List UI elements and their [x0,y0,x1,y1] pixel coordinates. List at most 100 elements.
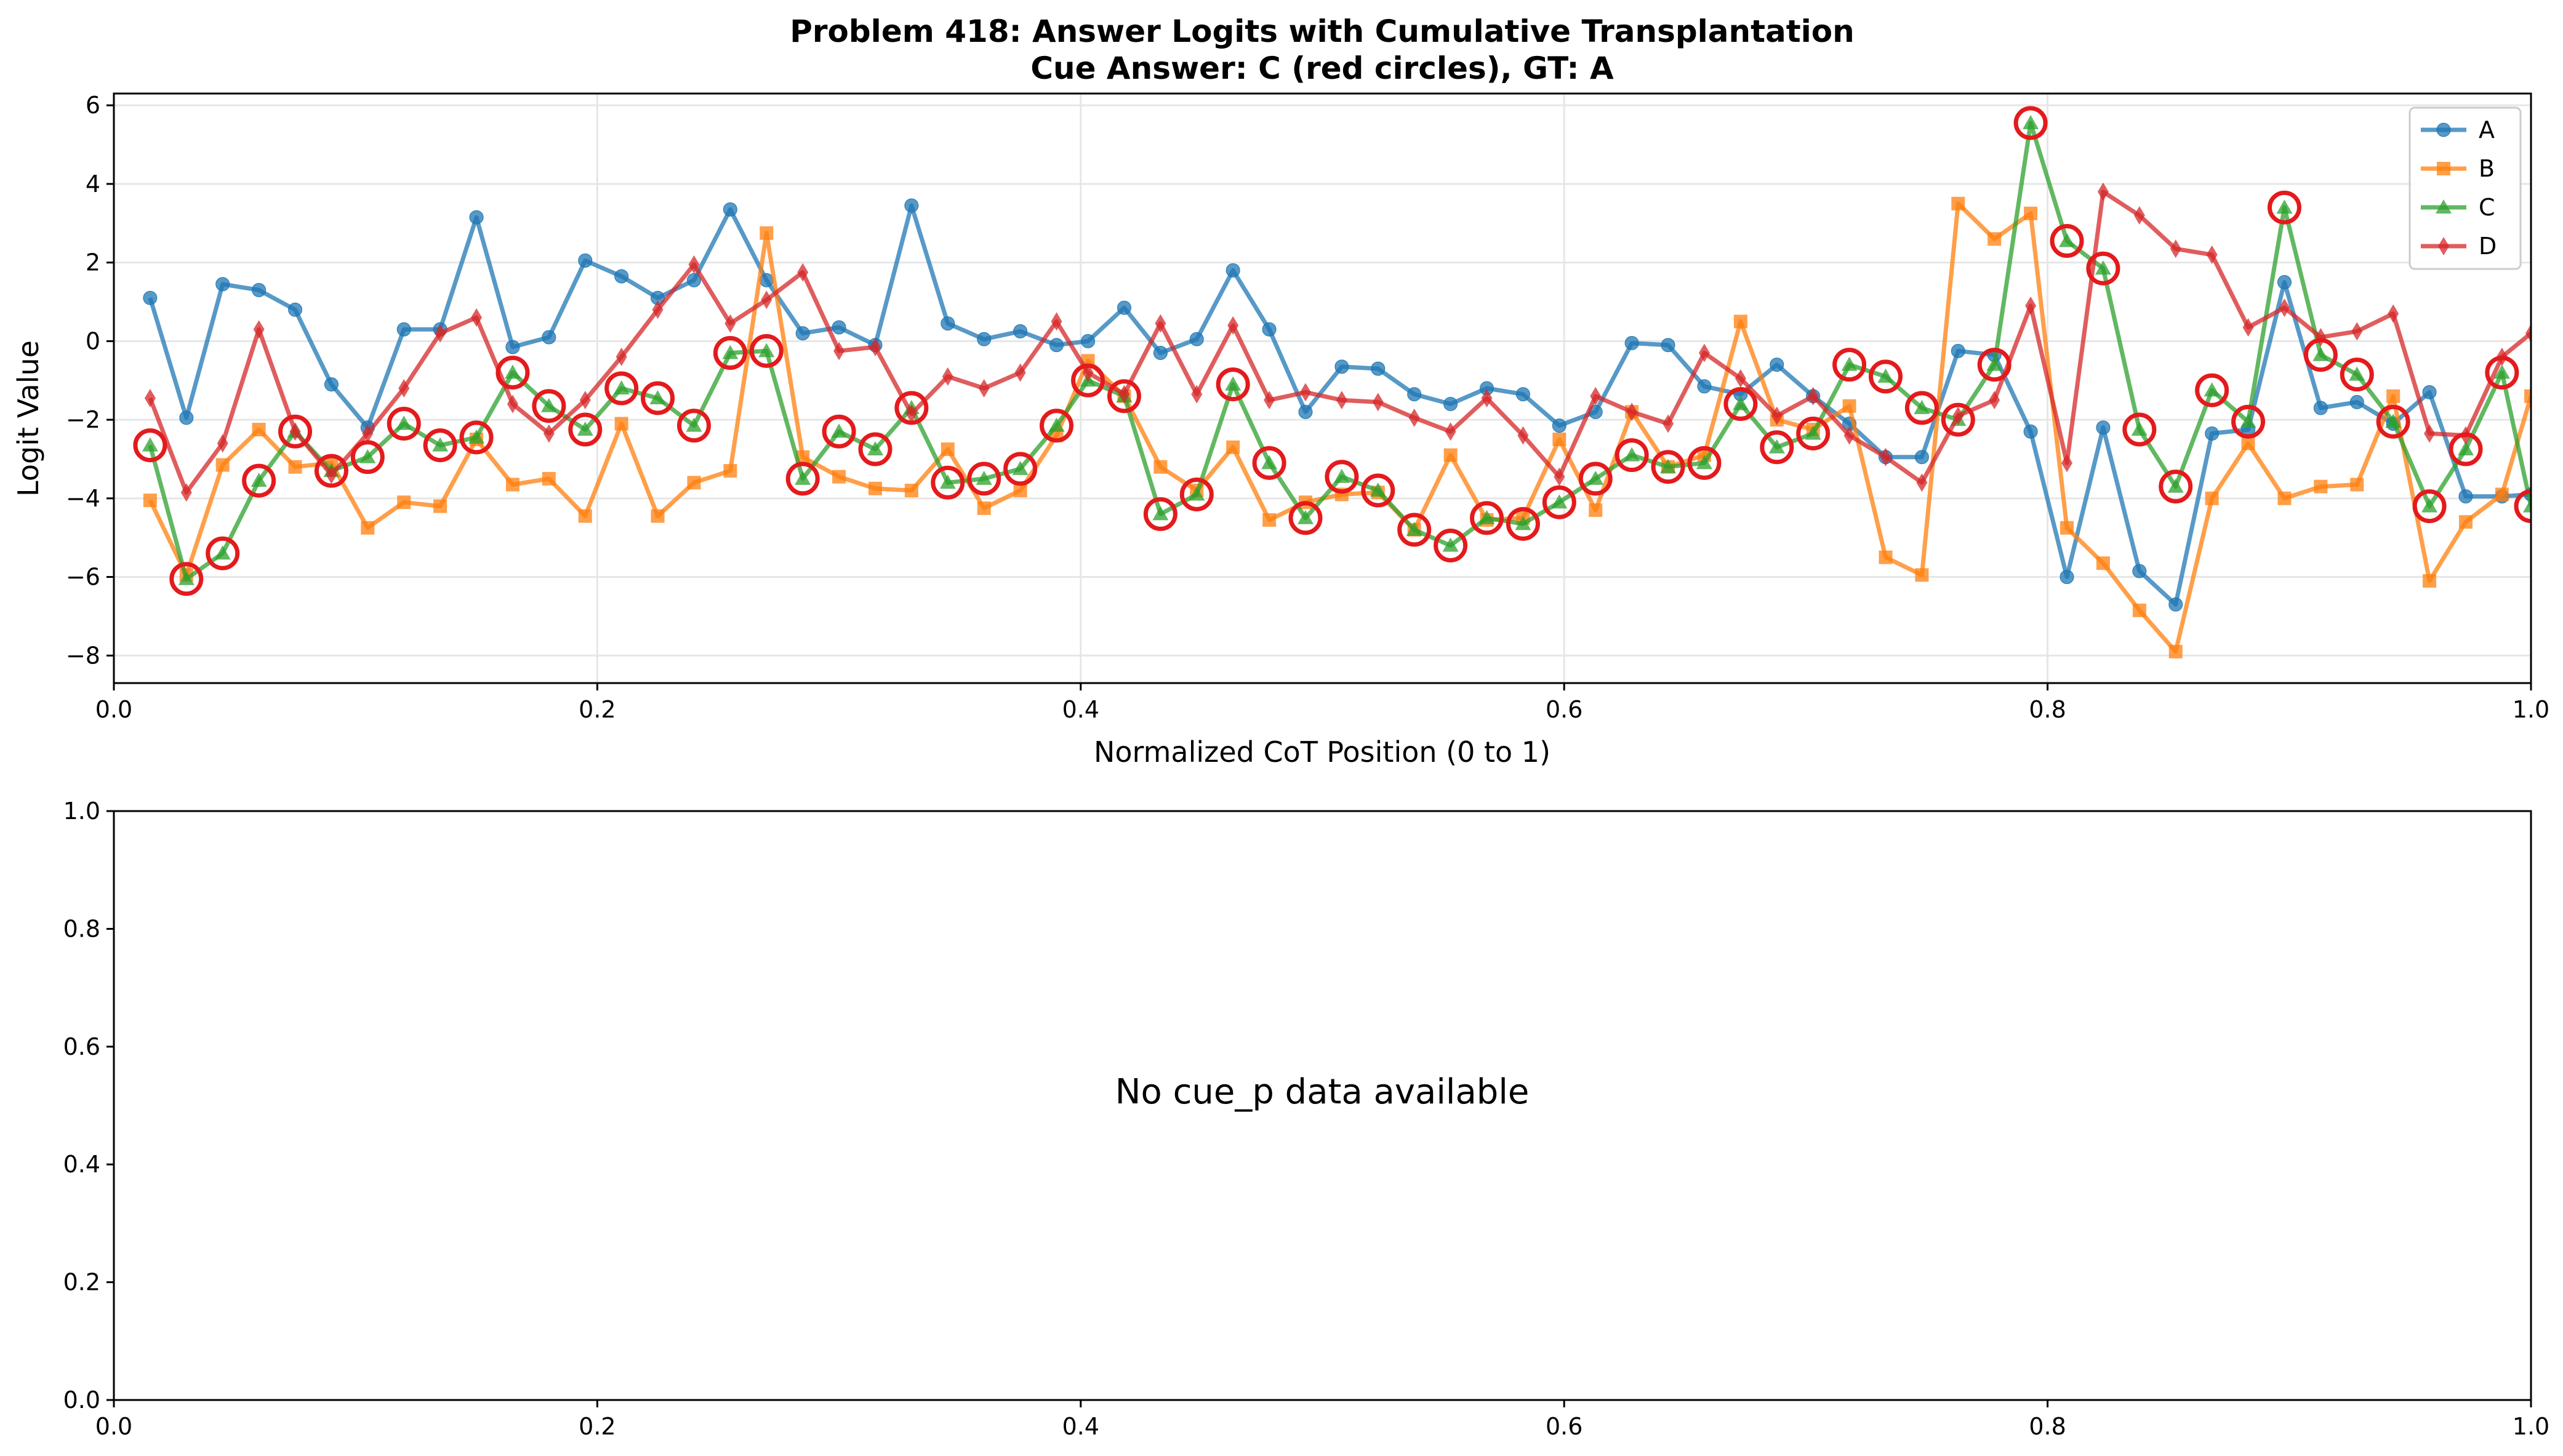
cue-highlights [133,106,2531,596]
legend-marker-C [2436,199,2452,214]
bottom-x-tick-label-1: 0.2 [579,1413,616,1440]
cue-circle-56 [2159,470,2193,504]
point-D-15 [688,255,700,274]
point-C-40 [1587,470,1604,485]
point-D-11 [543,424,555,443]
point-D-48 [1880,447,1891,466]
point-A-59 [2277,275,2292,290]
point-D-37 [1481,388,1493,407]
point-C-38 [1515,516,1531,530]
point-C-62 [2385,414,2402,428]
cue-circle-25 [1040,409,1074,443]
cue-circle-28 [1143,497,1177,531]
point-A-4 [288,302,303,317]
cue-circle-24 [1003,452,1038,486]
cue-circle-23 [967,462,1001,496]
cue-p-plot: 0.0 0.2 0.4 0.6 0.8 1.0 0.0 0.2 0.4 0.6 0.8 1.0 [63,798,2550,1440]
cue-circle-10 [495,355,530,390]
point-B-10 [505,478,519,492]
point-A-34 [1371,361,1386,376]
point-B-2 [215,458,230,472]
point-B-7 [397,495,411,510]
point-D-35 [1408,408,1420,427]
point-B-48 [1879,550,1893,564]
point-D-1 [180,483,192,502]
point-A-63 [2422,385,2437,399]
point-B-3 [252,423,266,437]
cue-circle-5 [314,454,348,488]
cue-circle-3 [242,463,276,498]
cue-circle-65 [2485,355,2519,390]
x-tick-label-1: 0.2 [579,696,616,723]
cue-circle-30 [1216,367,1250,402]
point-C-37 [1478,510,1495,524]
point-B-50 [1951,196,1965,210]
point-D-3 [253,320,265,339]
point-D-47 [1843,426,1855,445]
cue-circle-66 [2514,489,2531,524]
point-C-44 [1732,396,1749,410]
cue-circle-41 [1614,438,1649,473]
cue-circle-64 [2449,432,2483,466]
point-A-19 [832,320,846,335]
point-D-20 [870,337,881,356]
point-B-53 [2060,521,2074,535]
point-B-51 [1987,232,2002,246]
point-D-52 [2025,296,2037,315]
point-A-33 [1334,359,1349,374]
point-B-60 [2314,479,2328,494]
point-D-40 [1590,386,1602,406]
point-B-22 [941,442,955,456]
point-C-7 [396,415,412,430]
point-C-39 [1551,494,1568,509]
point-B-19 [832,470,846,484]
point-C-22 [939,474,956,489]
cue-circle-33 [1325,460,1359,494]
bottom-y-tick-label-1: 0.2 [63,1269,100,1296]
cue-circle-32 [1288,501,1323,535]
bottom-y-tick-label-4: 0.8 [63,915,100,942]
point-B-65 [2495,487,2509,502]
cue-circle-0 [133,428,167,463]
x-tick-label-3: 0.6 [1546,696,1582,723]
point-D-56 [2170,239,2181,258]
cue-circle-9 [459,420,494,455]
legend-marker-D [2438,237,2449,255]
point-A-21 [904,198,919,213]
point-C-33 [1333,468,1350,483]
point-C-18 [795,470,811,485]
point-B-47 [1842,399,1856,413]
point-D-44 [1735,369,1746,388]
cue-circle-35 [1397,513,1432,547]
point-B-21 [904,484,918,498]
point-A-41 [1624,336,1639,351]
cue-circle-21 [894,391,929,425]
point-A-38 [1515,387,1530,402]
point-A-64 [2458,489,2473,504]
plot-frame [113,92,2532,684]
point-A-35 [1407,387,1422,402]
cue-circle-52 [2013,106,2048,140]
point-B-23 [977,501,991,515]
bottom-y-tick-label-2: 0.4 [63,1151,100,1178]
x-tick-label-5: 1.0 [2513,696,2549,723]
point-D-43 [1698,343,1710,362]
point-B-54 [2096,556,2110,570]
point-C-8 [432,437,449,452]
point-B-56 [2168,644,2183,658]
point-A-54 [2096,420,2111,435]
point-C-10 [504,364,521,379]
point-A-12 [578,253,593,268]
point-C-53 [2059,233,2076,247]
point-A-30 [1225,263,1240,278]
point-D-57 [2206,245,2218,264]
point-C-9 [468,429,485,444]
point-B-39 [1552,433,1566,447]
y-axis-label: Logit Value [12,340,45,497]
cue-circle-46 [1796,416,1831,450]
legend-label-A: A [2479,116,2495,143]
cue-circle-59 [2267,190,2301,225]
point-B-64 [2458,515,2473,529]
cue-circle-22 [931,465,965,500]
point-C-19 [831,423,848,438]
